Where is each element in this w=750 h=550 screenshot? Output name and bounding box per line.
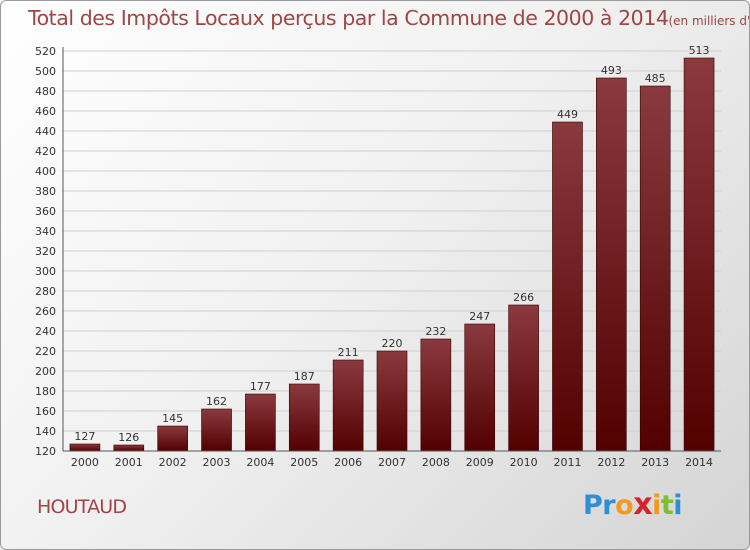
y-tick-label: 520 [35,45,56,58]
logo-letter: o [615,490,634,521]
y-tick-label: 140 [35,425,56,438]
bar [288,383,320,452]
chart-title-unit: (en milliers d'€) [668,14,750,28]
x-tick-label: 2002 [159,456,187,469]
bar-value-label: 513 [689,44,710,57]
bar-value-label: 493 [601,64,622,77]
y-tick-label: 500 [35,65,56,78]
y-tick-label: 220 [35,345,56,358]
chart-title: Total des Impôts Locaux perçus par la Co… [28,6,750,30]
bar-value-label: 126 [118,431,139,444]
y-tick-label: 180 [35,385,56,398]
y-tick-label: 340 [35,225,56,238]
y-tick-label: 120 [35,445,56,458]
bar [508,304,539,452]
bar [552,121,583,452]
y-tick-label: 240 [35,325,56,338]
bar [69,443,101,452]
bar-value-label: 177 [250,380,271,393]
x-tick-label: 2008 [422,456,450,469]
bars [69,57,715,452]
bar [376,350,408,452]
bar [639,85,671,452]
x-tick-label: 2004 [246,456,274,469]
commune-name: HOUTAUD [37,496,127,518]
y-tick-label: 300 [35,265,56,278]
bar [113,444,145,452]
logo-letter: x [633,487,653,522]
x-tick-label: 2007 [378,456,406,469]
bar [596,77,627,452]
x-tick-label: 2011 [553,456,581,469]
bar [332,359,364,452]
y-tick-label: 280 [35,285,56,298]
bar [464,323,496,452]
x-tick-label: 2012 [597,456,625,469]
y-tick-label: 420 [35,145,56,158]
x-tick-label: 2003 [203,456,231,469]
x-tick-label: 2010 [510,456,538,469]
logo-letter: r [602,490,616,521]
bar [683,57,715,452]
bar [245,393,276,452]
x-tick-label: 2014 [685,456,713,469]
logo-letter: i [652,490,661,521]
bar-value-label: 220 [382,337,403,350]
y-tick-label: 400 [35,165,56,178]
axes [62,47,721,452]
bar-value-label: 232 [425,325,446,338]
bar-value-label: 187 [294,370,315,383]
bar-value-label: 485 [645,72,666,85]
labels: 120 140 160 180 200 220 240 260 280 300 320 340 360 3… [35,44,713,469]
proxiti-logo: Proxiti [583,487,682,522]
bar [420,338,452,452]
y-tick-label: 320 [35,245,56,258]
logo-letter: i [673,490,682,521]
bar [157,425,188,452]
x-tick-label: 2006 [334,456,362,469]
y-tick-label: 160 [35,405,56,418]
bar-value-label: 266 [513,291,534,304]
y-tick-label: 440 [35,125,56,138]
bar-value-label: 247 [469,310,490,323]
y-tick-label: 260 [35,305,56,318]
bar [201,408,232,452]
x-tick-label: 2013 [641,456,669,469]
bar-value-label: 145 [162,412,183,425]
x-tick-label: 2001 [115,456,143,469]
y-tick-label: 380 [35,185,56,198]
logo-letter: t [660,490,674,521]
x-tick-label: 2000 [71,456,99,469]
x-tick-label: 2005 [290,456,318,469]
x-tick-label: 2009 [466,456,494,469]
bar-value-label: 127 [74,430,95,443]
y-tick-label: 360 [35,205,56,218]
y-tick-label: 200 [35,365,56,378]
bar-value-label: 211 [338,346,359,359]
y-tick-label: 460 [35,105,56,118]
bar-value-label: 162 [206,395,227,408]
logo-letter: P [583,490,603,521]
chart-title-text: Total des Impôts Locaux perçus par la Co… [28,6,669,30]
bar-value-label: 449 [557,108,578,121]
y-tick-label: 480 [35,85,56,98]
